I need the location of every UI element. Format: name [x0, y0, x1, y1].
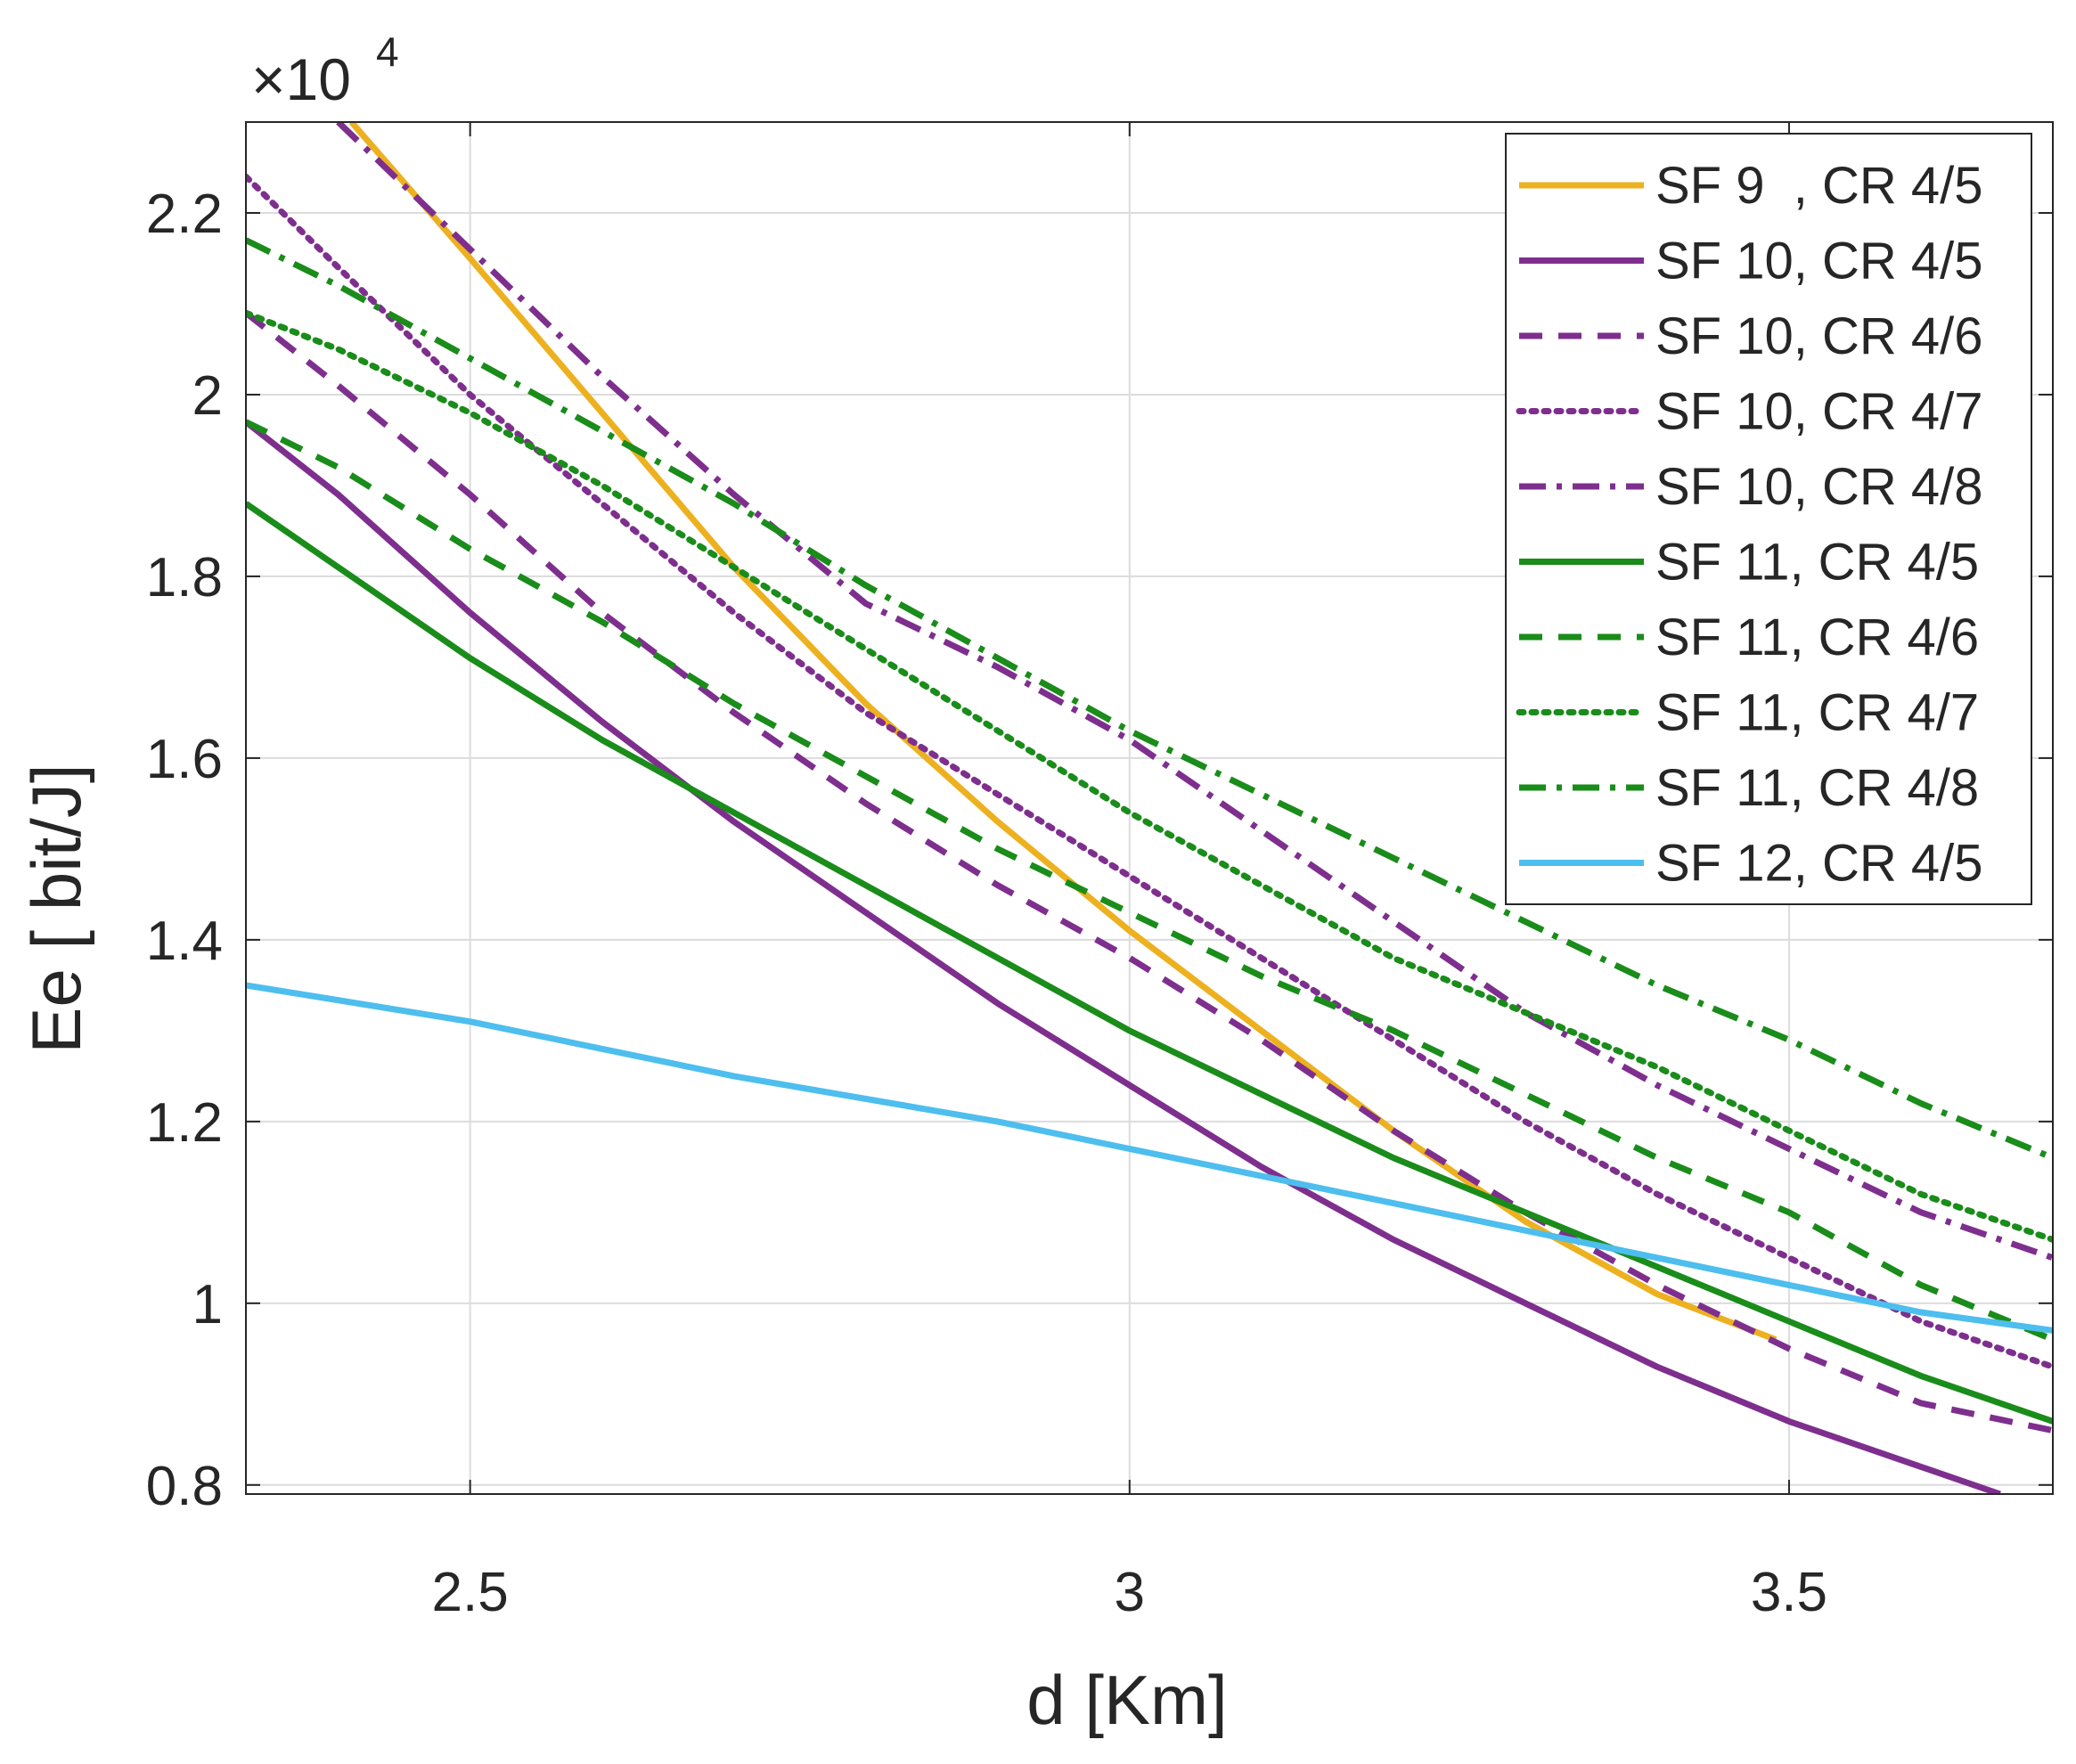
series-line-3: [246, 310, 2053, 1434]
y-axis-exponent: ×10: [251, 46, 351, 112]
legend-label-1: SF 9 , CR 4/5: [1655, 157, 1982, 215]
legend-label-7: SF 11, CR 4/6: [1655, 608, 1979, 666]
legend-label-6: SF 11, CR 4/5: [1655, 534, 1979, 592]
series-line-10: [246, 982, 2053, 1334]
y-axis-label: Ee [ bit/J]: [17, 764, 95, 1053]
y-tick-label: 1.2: [146, 1092, 223, 1154]
legend-label-5: SF 10, CR 4/8: [1655, 458, 1982, 516]
y-tick-label: 2: [192, 365, 223, 427]
series-line-6: [246, 501, 2053, 1425]
y-tick-label: 1.4: [146, 911, 223, 972]
x-tick-label: 2.5: [432, 1562, 509, 1623]
legend-label-8: SF 11, CR 4/7: [1655, 684, 1979, 742]
legend-label-10: SF 12, CR 4/5: [1655, 835, 1982, 893]
y-axis-exponent-power: 4: [376, 29, 399, 75]
series-layer: [246, 122, 2053, 1494]
x-tick-label: 3.5: [1751, 1562, 1827, 1623]
y-tick-label: 2.2: [146, 184, 223, 245]
y-tick-label: 1.8: [146, 547, 223, 608]
legend-label-3: SF 10, CR 4/6: [1655, 307, 1982, 365]
legend: SF 9 , CR 4/5 SF 10, CR 4/5 SF 10, CR 4/6 S…: [1505, 133, 2032, 905]
series-line-2: [246, 419, 2001, 1494]
legend-label-4: SF 10, CR 4/7: [1655, 383, 1982, 441]
y-tick-label: 1: [192, 1274, 223, 1335]
plot-area-frame: [245, 121, 2054, 1495]
x-axis-label: d [Km]: [1026, 1661, 1227, 1739]
series-line-5: [336, 122, 2053, 1262]
legend-box: [1505, 133, 2032, 905]
series-line-7: [246, 419, 2053, 1343]
series-line-8: [246, 309, 2053, 1243]
y-tick-label: 0.8: [146, 1456, 223, 1517]
legend-label-2: SF 10, CR 4/5: [1655, 233, 1982, 290]
x-tick-label: 3: [1115, 1562, 1145, 1623]
ticks: 2.5 3 3.5 0.8 1 1.2 1.4 1.6 1.8 2 2.2: [146, 122, 2053, 1623]
y-tick-label: 1.6: [146, 729, 223, 790]
series-line-4: [246, 173, 2053, 1370]
legend-label-9: SF 11, CR 4/8: [1655, 759, 1979, 817]
